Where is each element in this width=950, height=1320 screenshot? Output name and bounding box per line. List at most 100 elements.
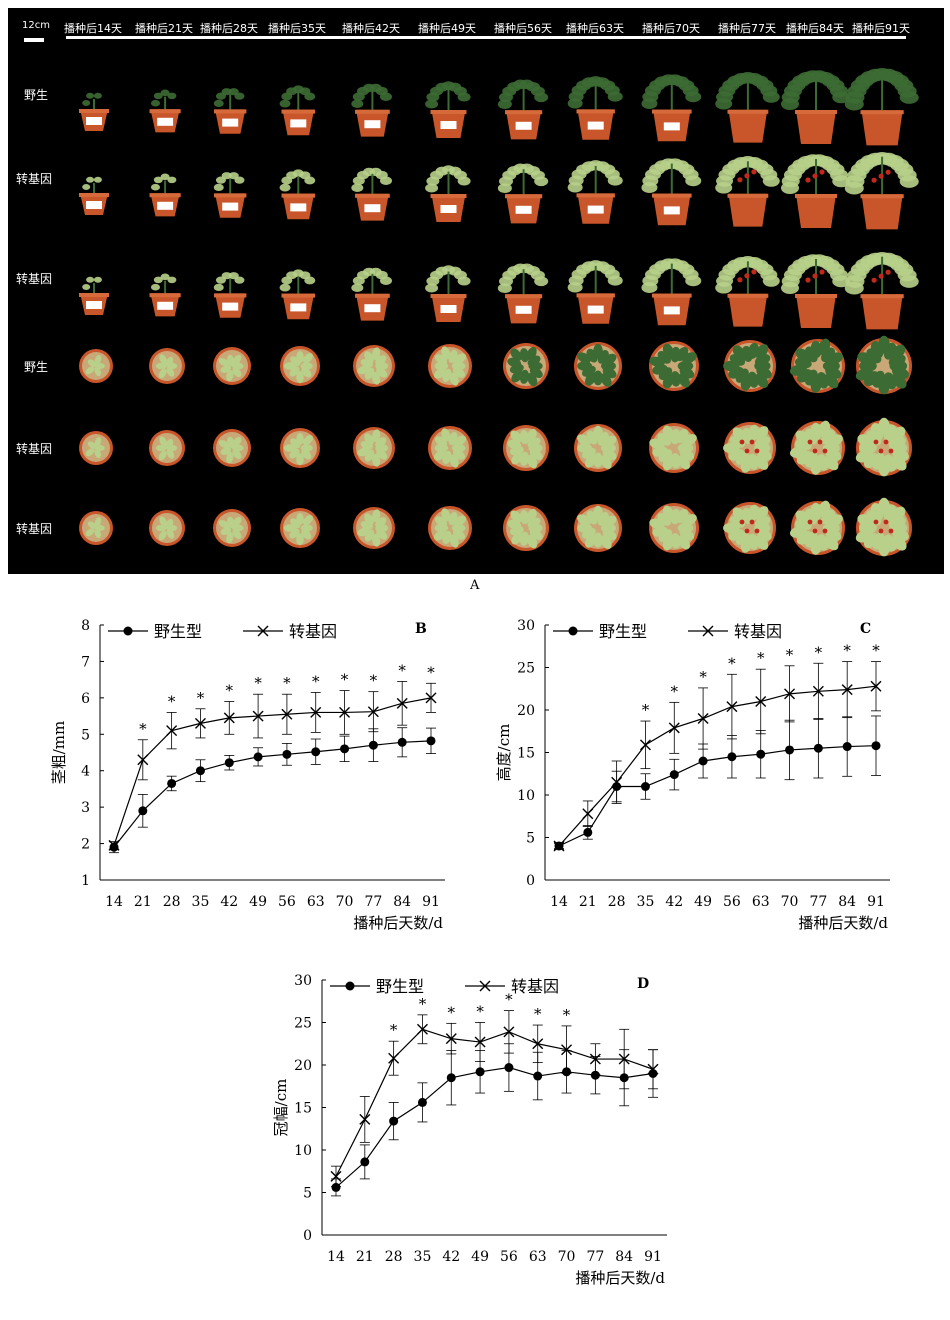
data-point	[727, 752, 737, 762]
y-tick-label: 0	[303, 1228, 312, 1244]
day-label: 播种后28天	[200, 22, 258, 35]
data-point	[812, 685, 824, 697]
data-point	[590, 1070, 600, 1080]
data-point	[583, 827, 593, 837]
day-label: 播种后63天	[566, 22, 624, 35]
data-point	[474, 1036, 486, 1048]
y-tick-label: 2	[81, 837, 90, 853]
significance-mark: *	[786, 646, 794, 664]
legend-label: 转基因	[734, 622, 782, 641]
legend-marker	[257, 625, 269, 637]
pot-top-view	[503, 425, 549, 471]
pot-top-view	[789, 420, 845, 475]
significance-mark: *	[283, 674, 291, 692]
pot-top-view	[649, 503, 699, 553]
significance-mark: *	[534, 1005, 542, 1023]
data-point	[870, 680, 882, 692]
pot-top-view	[789, 500, 845, 555]
pot-side-view	[79, 276, 109, 315]
significance-mark: *	[699, 668, 707, 686]
x-tick-label: 77	[809, 894, 827, 910]
pot-side-view	[781, 254, 851, 329]
pot-top-view	[213, 429, 251, 467]
pot-side-view	[641, 158, 702, 226]
data-point	[533, 1071, 543, 1081]
pot-side-view	[567, 160, 624, 225]
pot-side-view	[844, 252, 919, 330]
panel-letter: B	[415, 621, 427, 637]
pot-side-view	[498, 263, 549, 323]
y-tick-label: 7	[81, 654, 90, 670]
significance-mark: *	[398, 661, 406, 679]
pot-top-view	[149, 430, 185, 466]
legend-marker	[479, 980, 491, 992]
pot-top-view	[149, 510, 185, 546]
pot-side-view	[213, 87, 247, 134]
x-tick-label: 70	[558, 1249, 576, 1265]
pot-side-view	[567, 76, 624, 141]
data-point	[755, 696, 767, 707]
data-point	[330, 1170, 342, 1182]
data-point	[397, 737, 407, 747]
day-label: 播种后35天	[268, 22, 326, 35]
pot-top-view	[574, 342, 622, 390]
day-label: 播种后56天	[494, 22, 552, 35]
data-point	[445, 1033, 457, 1045]
y-tick-label: 5	[303, 1186, 312, 1202]
pot-top-view	[723, 422, 776, 474]
data-point	[698, 756, 708, 766]
x-tick-label: 91	[644, 1249, 662, 1265]
x-tick-label: 77	[586, 1249, 604, 1265]
legend-label: 转基因	[511, 977, 559, 996]
data-point	[167, 778, 177, 788]
data-point	[446, 1073, 456, 1083]
pot-top-view	[428, 344, 472, 388]
pot-top-view	[79, 431, 113, 465]
y-tick-label: 6	[81, 691, 90, 707]
data-point	[813, 743, 823, 753]
pot-side-view	[498, 79, 549, 139]
pot-top-view	[574, 424, 622, 472]
data-point	[360, 1157, 370, 1167]
x-tick-label: 35	[414, 1249, 432, 1265]
pot-top-view	[428, 426, 472, 470]
row-label: 转基因	[16, 272, 53, 286]
significance-mark: *	[419, 995, 427, 1013]
legend-marker	[568, 626, 578, 636]
legend-label: 野生型	[154, 622, 202, 641]
pot-top-view	[503, 505, 549, 551]
y-tick-label: 15	[517, 746, 535, 762]
scale-bar	[24, 38, 44, 42]
x-tick-label: 84	[615, 1249, 633, 1265]
data-point	[166, 725, 178, 737]
day-label: 播种后42天	[342, 22, 400, 35]
pot-side-view	[279, 85, 315, 135]
series-line	[113, 740, 432, 848]
crown-width-chart: 0 5 10 15 20 25 30 14 21 28 35 42 49 56 63 70 77 84 91 冠幅/c…	[272, 973, 667, 1287]
legend-label: 野生型	[376, 977, 424, 996]
significance-mark: *	[226, 682, 234, 700]
y-tick-label: 25	[517, 661, 535, 677]
pot-top-view	[574, 504, 622, 552]
x-tick-label: 14	[550, 894, 568, 910]
significance-mark: *	[390, 1021, 398, 1039]
pot-side-view	[424, 164, 471, 222]
data-point	[589, 1053, 601, 1065]
pot-side-view	[781, 70, 851, 145]
x-tick-label: 28	[608, 894, 626, 910]
data-point	[426, 736, 436, 746]
x-tick-label: 84	[393, 894, 411, 910]
plant-height-chart: 0 5 10 15 20 25 30 14 21 28 35 42 49 56 63 70 77 84 91 高度/c…	[495, 618, 890, 932]
x-tick-label: 14	[327, 1249, 345, 1265]
pot-side-view	[641, 74, 702, 142]
scale-bar-label: 12cm	[22, 20, 50, 31]
pot-side-view	[715, 156, 780, 227]
data-point	[842, 742, 852, 752]
data-point	[532, 1038, 544, 1050]
pot-side-view	[79, 176, 109, 215]
x-tick-label: 35	[192, 894, 210, 910]
significance-mark: *	[370, 672, 378, 690]
row-label: 转基因	[16, 172, 53, 186]
significance-mark: *	[427, 663, 435, 681]
significance-mark: *	[815, 643, 823, 661]
